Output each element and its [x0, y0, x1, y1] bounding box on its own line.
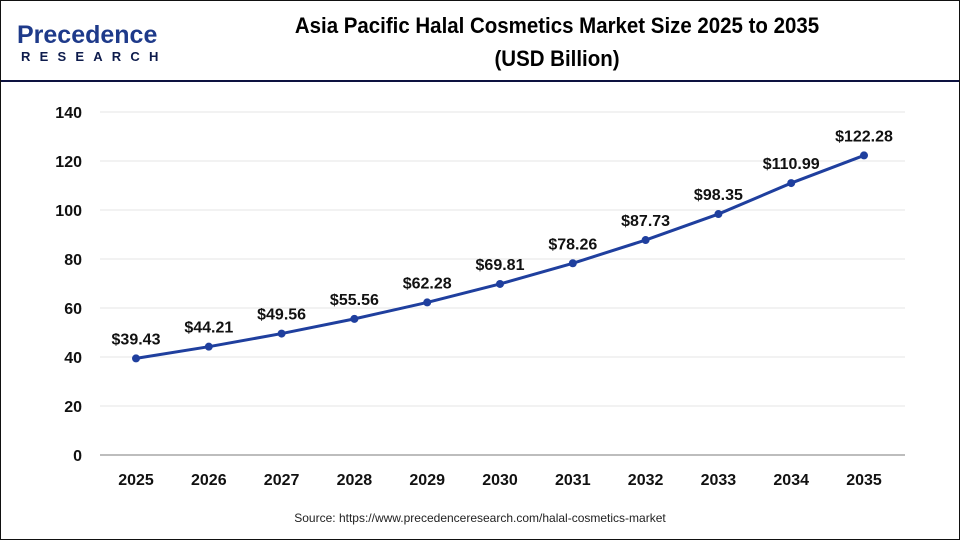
precedence-research-logo: Precedence RESEARCH [17, 21, 167, 65]
data-label: $78.26 [548, 236, 597, 253]
logo-subtitle: RESEARCH [21, 49, 168, 64]
data-point [787, 179, 796, 188]
data-point-markers [132, 151, 868, 363]
gridlines [100, 111, 905, 407]
y-tick-label: 80 [64, 252, 82, 269]
x-tick-label: 2035 [846, 472, 882, 489]
x-tick-label: 2034 [773, 472, 809, 489]
data-label: $62.28 [403, 275, 452, 292]
data-point [204, 342, 213, 351]
x-tick-label: 2027 [264, 472, 300, 489]
x-tick-label: 2031 [555, 472, 591, 489]
data-label: $122.28 [835, 128, 893, 145]
header-bar: Precedence RESEARCH Asia Pacific Halal C… [1, 1, 959, 82]
chart-title-line1: Asia Pacific Halal Cosmetics Market Size… [294, 13, 820, 38]
data-point [277, 329, 286, 338]
chart-title-line2: (USD Billion) [494, 46, 620, 71]
logo-wordmark: Precedence [17, 21, 158, 49]
y-tick-label: 60 [64, 301, 82, 318]
data-label: $44.21 [184, 320, 233, 337]
data-labels: $39.43 $44.21 $49.56 $55.56 $62.28 $69.81 $78.… [112, 128, 893, 348]
x-axis-ticks: 2025 2026 2027 2028 2029 2030 2031 2032 2033 2034… [118, 472, 882, 489]
y-tick-label: 0 [73, 448, 82, 465]
y-tick-label: 120 [55, 154, 82, 171]
x-tick-label: 2033 [701, 472, 737, 489]
data-label: $55.56 [330, 292, 379, 309]
data-label: $69.81 [476, 257, 525, 274]
data-point [132, 354, 140, 363]
chart-title: Asia Pacific Halal Cosmetics Market Size… [259, 9, 854, 75]
y-tick-label: 100 [55, 203, 82, 220]
data-label: $39.43 [112, 331, 161, 348]
data-point [568, 259, 577, 268]
data-label: $49.56 [257, 307, 306, 324]
y-axis-ticks: 0 20 40 60 80 100 120 140 [55, 105, 82, 465]
y-tick-label: 140 [55, 105, 82, 122]
x-tick-label: 2026 [191, 472, 227, 489]
data-point [496, 279, 504, 288]
data-point [423, 298, 432, 307]
x-tick-label: 2025 [118, 472, 154, 489]
y-tick-label: 20 [64, 399, 82, 416]
data-point [860, 151, 868, 160]
data-label: $87.73 [621, 213, 670, 230]
x-tick-label: 2030 [482, 472, 518, 489]
x-tick-label: 2032 [628, 472, 664, 489]
y-tick-label: 40 [64, 350, 82, 367]
x-tick-label: 2029 [409, 472, 445, 489]
x-tick-label: 2028 [337, 472, 373, 489]
data-point [350, 314, 359, 323]
data-label: $98.35 [694, 187, 743, 204]
data-point [641, 236, 650, 245]
data-label: $110.99 [763, 156, 820, 173]
data-point [714, 210, 723, 219]
source-note: Source: https://www.precedenceresearch.c… [294, 511, 666, 525]
